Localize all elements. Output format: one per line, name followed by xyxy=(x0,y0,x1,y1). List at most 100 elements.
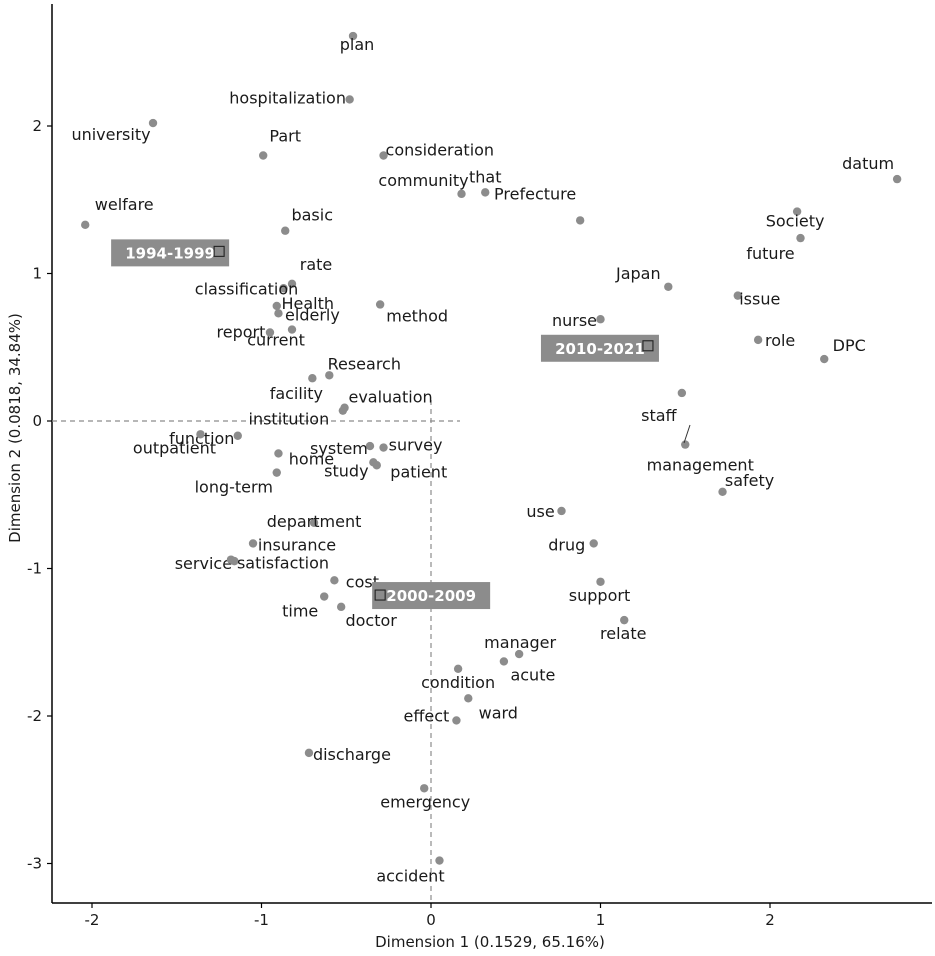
point-cost xyxy=(330,576,339,585)
word-label: basic xyxy=(291,206,333,225)
word-label: DPC xyxy=(833,336,866,355)
point-society xyxy=(792,207,802,216)
point-elderly xyxy=(274,309,283,318)
point-part xyxy=(258,151,268,160)
point-acute xyxy=(499,657,509,666)
x-axis-title: Dimension 1 (0.1529, 65.16%) xyxy=(375,933,605,951)
point-satisfaction xyxy=(226,555,236,564)
word-label: home xyxy=(289,449,334,468)
point-drug xyxy=(589,539,598,548)
point-home xyxy=(274,449,283,458)
point-health xyxy=(272,301,281,311)
word-label: long-term xyxy=(195,478,273,497)
point-management xyxy=(681,440,690,449)
word-label: condition xyxy=(421,673,495,692)
point-classification xyxy=(279,284,288,293)
period-box xyxy=(111,239,230,267)
point-safety xyxy=(718,487,727,496)
axis-ticks: -2 -1 0 1 2 -3 -2 -1 0 1 2 xyxy=(27,117,775,929)
period-label: 1994-1999 xyxy=(125,244,215,262)
x-tick-label: -2 xyxy=(85,911,100,929)
period-marker xyxy=(374,589,386,601)
y-tick-label: 1 xyxy=(32,265,42,283)
word-label: plan xyxy=(340,35,375,54)
point-report xyxy=(265,328,275,337)
y-tick-label: 0 xyxy=(32,412,42,430)
point-nurse xyxy=(596,315,605,324)
word-label: Health xyxy=(281,294,334,313)
point-staff xyxy=(677,388,687,398)
point-hospitalization xyxy=(345,95,354,104)
point-system xyxy=(365,441,375,451)
word-label: welfare xyxy=(95,195,154,214)
point-institution xyxy=(338,406,348,415)
point-basic xyxy=(281,226,290,235)
x-tick-label: 2 xyxy=(765,911,775,929)
word-label: survey xyxy=(389,436,443,455)
word-label: classification xyxy=(195,279,299,298)
point-long-term xyxy=(272,468,281,477)
y-axis-title: Dimension 2 (0.0818, 34.84%) xyxy=(6,313,24,543)
x-tick-label: 0 xyxy=(426,911,436,929)
word-label: service xyxy=(175,554,232,573)
point-effect xyxy=(452,716,461,725)
period-marker xyxy=(642,340,654,352)
word-label: department xyxy=(267,512,362,531)
word-label: time xyxy=(282,602,318,621)
word-label: system xyxy=(310,439,368,458)
word-label: evaluation xyxy=(348,388,432,407)
point-community xyxy=(457,189,466,199)
point-dpc xyxy=(820,354,829,364)
point-plan xyxy=(348,31,358,41)
word-label: doctor xyxy=(345,611,397,630)
word-label: ward xyxy=(479,703,518,722)
y-tick-label: -3 xyxy=(27,855,42,873)
word-label: role xyxy=(765,331,795,350)
point-consideration xyxy=(379,151,388,160)
point-study xyxy=(369,458,378,467)
word-label: issue xyxy=(739,290,780,309)
point-emergency xyxy=(420,784,429,793)
word-label: nurse xyxy=(552,311,597,330)
word-label: discharge xyxy=(313,745,391,764)
point-role xyxy=(753,335,763,345)
word-label: current xyxy=(247,331,305,350)
point-outpatient xyxy=(196,430,205,439)
word-label: Japan xyxy=(615,264,661,283)
word-label: manager xyxy=(484,633,556,652)
word-label: acute xyxy=(510,665,555,684)
word-label: support xyxy=(569,586,630,605)
point-that xyxy=(481,188,490,197)
point-time xyxy=(320,592,329,601)
word-label: Research xyxy=(328,354,401,373)
point-ward xyxy=(464,694,473,703)
point-support xyxy=(596,577,605,586)
point-doctor xyxy=(336,602,346,612)
word-label: elderly xyxy=(285,305,340,324)
point-rate xyxy=(287,279,297,289)
x-tick-label: 1 xyxy=(596,911,606,929)
point-current xyxy=(287,325,297,334)
point-condition xyxy=(453,664,463,673)
point-insurance xyxy=(248,539,258,548)
period-box xyxy=(540,334,659,362)
word-label: use xyxy=(526,502,554,521)
word-label: Part xyxy=(269,127,301,146)
word-label: cost xyxy=(346,572,379,591)
period-label: 2000-2009 xyxy=(386,587,476,605)
point-datum xyxy=(892,174,902,184)
point-method xyxy=(375,300,385,309)
point-japan xyxy=(664,282,673,291)
y-tick-label: 2 xyxy=(32,117,42,135)
y-tick-label: -1 xyxy=(27,560,42,578)
point-prefecture xyxy=(575,216,585,225)
y-tick-label: -2 xyxy=(27,707,42,725)
word-label: report xyxy=(217,323,266,342)
word-label: effect xyxy=(404,706,450,725)
period-markers: 1994-1999 2010-2021 2000-2009 xyxy=(111,239,659,610)
period-label: 2010-2021 xyxy=(555,340,645,358)
point-future xyxy=(796,233,805,243)
point-university xyxy=(148,118,158,128)
word-label: hospitalization xyxy=(229,88,346,107)
